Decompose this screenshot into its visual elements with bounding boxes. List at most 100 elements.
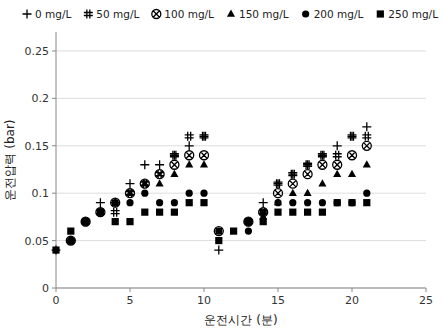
legend-label: 0 mg/L (35, 8, 71, 20)
point (304, 189, 312, 196)
point (170, 170, 178, 177)
point (348, 151, 357, 160)
point (186, 199, 193, 206)
legend-marker (84, 10, 93, 19)
legend-marker (23, 10, 32, 19)
point (333, 160, 342, 169)
point (334, 199, 341, 206)
point (289, 199, 296, 206)
series (66, 141, 371, 245)
grid-line (56, 145, 426, 146)
point (200, 190, 207, 197)
x-tick (352, 288, 353, 292)
point (185, 160, 193, 167)
x-tick-label: 10 (197, 294, 211, 307)
marks (52, 122, 372, 254)
chart: 051015202500.050.10.150.20.25운전시간 (분)운전압… (0, 0, 442, 332)
point (289, 189, 297, 196)
point (82, 218, 89, 225)
point (156, 179, 164, 186)
point (156, 199, 163, 206)
x-axis-label: 운전시간 (분) (204, 313, 277, 327)
point (66, 236, 75, 245)
point (245, 218, 252, 225)
point (260, 209, 267, 216)
point (186, 190, 193, 197)
x-tick (56, 288, 57, 292)
point (111, 208, 120, 217)
point (81, 217, 90, 226)
point (348, 199, 355, 206)
point (111, 198, 120, 207)
point (97, 209, 104, 216)
legend-label: 100 mg/L (164, 8, 214, 20)
point (200, 151, 209, 160)
legend-marker (302, 10, 309, 17)
point (67, 236, 75, 243)
point (140, 160, 149, 169)
y-tick-label: 0.2 (32, 92, 50, 105)
point (155, 170, 164, 179)
point (141, 179, 149, 186)
point (111, 198, 119, 205)
point (260, 218, 267, 225)
y-tick (52, 145, 56, 146)
point (185, 141, 194, 150)
point (259, 208, 268, 217)
point (126, 179, 135, 188)
series (52, 199, 370, 254)
legend-item: 200 mg/L (302, 8, 363, 20)
point (126, 199, 133, 206)
point (363, 160, 371, 167)
x-tick-label: 0 (53, 294, 60, 307)
point (66, 236, 75, 245)
x-tick-label: 20 (345, 294, 359, 307)
y-tick-label: 0.05 (25, 235, 50, 248)
point (318, 151, 327, 160)
grid-line (56, 98, 426, 99)
y-tick (52, 193, 56, 194)
point (274, 179, 283, 188)
point (82, 218, 89, 225)
legend-label: 200 mg/L (314, 8, 364, 20)
point (274, 189, 283, 198)
point (141, 190, 148, 197)
point (274, 179, 283, 188)
point (97, 209, 104, 216)
x-tick (130, 288, 131, 292)
point (200, 132, 209, 141)
point (215, 237, 222, 244)
point (304, 209, 311, 216)
point (303, 160, 312, 169)
point (318, 179, 326, 186)
point (244, 217, 253, 226)
point (67, 237, 74, 244)
point (96, 198, 105, 207)
point (96, 208, 105, 217)
legend-label: 50 mg/L (96, 8, 139, 20)
point (288, 179, 297, 188)
y-tick-label: 0.25 (25, 45, 50, 58)
legend: 0 mg/L 50 mg/L 100 mg/L 150 mg/L 200 mg/L 250… (23, 8, 439, 20)
series (52, 122, 372, 254)
point (288, 170, 297, 179)
point (259, 208, 268, 217)
point (303, 170, 312, 179)
point (215, 228, 222, 235)
point (112, 218, 119, 225)
point (66, 236, 75, 245)
y-axis-label: 운전압력 (bar) (3, 119, 17, 200)
point (126, 189, 135, 198)
point (96, 208, 104, 215)
point (259, 198, 268, 207)
point (185, 151, 194, 160)
legend-item: 250 mg/L (377, 8, 438, 20)
point (319, 199, 326, 206)
point (348, 199, 355, 206)
y-tick (52, 240, 56, 241)
point (81, 217, 90, 226)
legend-label: 150 mg/L (239, 8, 289, 20)
point (112, 199, 119, 206)
point (170, 151, 179, 160)
grid-line (56, 193, 426, 194)
